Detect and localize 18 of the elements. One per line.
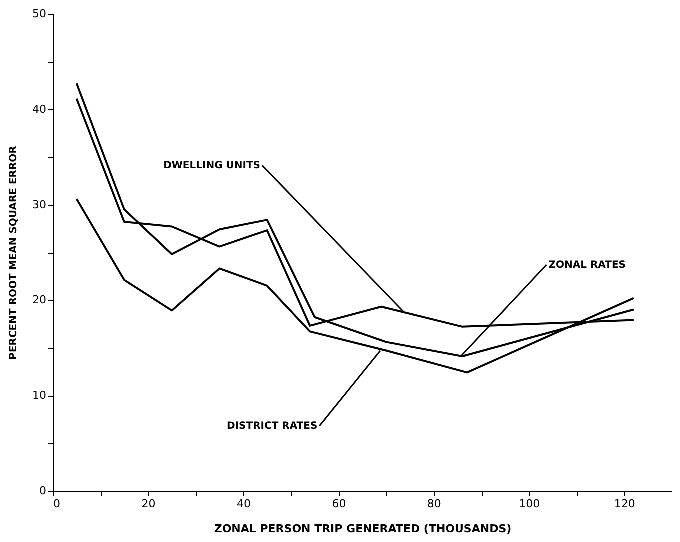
x-axis-title: ZONAL PERSON TRIP GENERATED (THOUSANDS) <box>214 522 512 536</box>
x-tick-label: 80 <box>427 498 442 510</box>
x-tick-label: 120 <box>614 498 636 510</box>
x-tick-label: 0 <box>54 498 60 510</box>
x-tick-label: 60 <box>332 498 346 510</box>
y-tick-label: 40 <box>32 102 46 116</box>
y-tick-label: 30 <box>32 198 46 212</box>
x-tick-label: 40 <box>236 498 251 510</box>
x-tick-label: 100 <box>519 498 540 510</box>
x-tick-label: 20 <box>142 498 156 510</box>
y-tick-label: 20 <box>32 294 46 307</box>
y-tick-label: 0 <box>40 484 46 498</box>
annotation: DISTRICT RATES <box>227 421 318 432</box>
annotation: ZONAL RATES <box>548 260 626 271</box>
annotation: DWELLING UNITS <box>164 160 261 172</box>
y-tick-label: 10 <box>32 389 46 402</box>
y-axis-title: PERCENT ROOT MEAN SQUARE ERROR <box>8 146 20 360</box>
y-tick-label: 50 <box>32 8 46 20</box>
